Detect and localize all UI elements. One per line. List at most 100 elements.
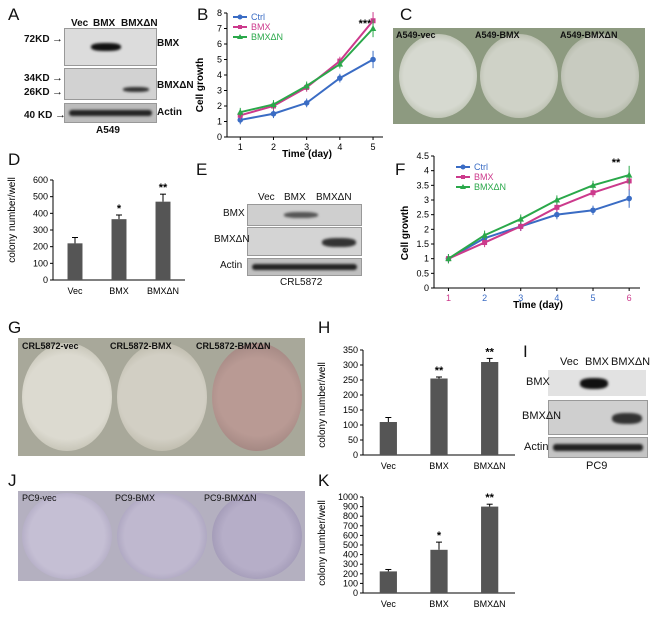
x-tick-label: BMX <box>429 599 449 609</box>
y-tick-label: 100 <box>33 258 48 268</box>
panel-label-h: H <box>318 318 331 337</box>
y-tick-label: 0 <box>353 450 358 460</box>
blot-e-actin-strip <box>247 258 362 276</box>
blot-i-bmx-strip <box>548 370 646 396</box>
blot-i-row-bmxdn: BMXΔN <box>522 410 562 422</box>
bar <box>430 378 448 455</box>
arrow-right-icon: → <box>52 33 63 45</box>
plate-j-label-bmx: PC9-BMX <box>115 493 156 503</box>
panel-label-j: J <box>8 471 17 490</box>
chart-b-ylabel: Cell growth <box>195 58 206 112</box>
bar <box>481 506 499 593</box>
plate-j-label-bmxdn: PC9-BMXΔN <box>204 493 257 503</box>
significance-label: ** <box>159 182 168 194</box>
x-tick-label: 4 <box>554 293 559 303</box>
panel-label-e: E <box>196 160 208 179</box>
x-tick-label: BMX <box>429 461 449 471</box>
arrow-right-icon: → <box>55 109 66 121</box>
plate-c-bmx <box>480 34 558 118</box>
y-tick-label: 400 <box>33 208 48 218</box>
y-tick-label: 4 <box>217 70 222 80</box>
significance-label: * <box>437 530 442 542</box>
chart-b-legend: Ctrl BMX BMXΔN <box>233 12 283 42</box>
x-tick-label: 5 <box>371 142 376 152</box>
x-tick-label: 5 <box>591 293 596 303</box>
plates-c <box>393 28 645 124</box>
plate-c-label-vec: A549-vec <box>396 30 436 40</box>
x-tick-label: Vec <box>381 599 397 609</box>
plate-g-bmxdn <box>212 343 302 451</box>
blot-a-row-actin: Actin <box>157 107 182 118</box>
y-tick-label: 200 <box>343 569 358 579</box>
series-line-0 <box>447 197 630 260</box>
y-tick-label: 3.5 <box>416 180 429 190</box>
significance-label: ** <box>485 492 494 504</box>
x-tick-label: 1 <box>238 142 243 152</box>
chart-f-ylabel: Cell growth <box>400 206 411 260</box>
y-tick-label: 900 <box>343 502 358 512</box>
y-tick-label: 0.5 <box>416 268 429 278</box>
y-tick-label: 6 <box>217 39 222 49</box>
chart-b-legend-bmx: BMX <box>251 22 271 32</box>
y-tick-label: 4.5 <box>416 151 429 161</box>
blot-i-row-actin: Actin <box>524 441 549 453</box>
chart-f-xlabel: Time (day) <box>513 300 563 311</box>
plate-c-bmxdn <box>561 34 639 118</box>
blot-i-cell-line: PC9 <box>586 460 608 472</box>
y-tick-label: 300 <box>343 559 358 569</box>
chart-f-legend-bmxdn: BMXΔN <box>474 182 506 192</box>
panel-label-d: D <box>8 150 21 169</box>
x-tick-label: 6 <box>627 293 632 303</box>
y-tick-label: 100 <box>343 578 358 588</box>
blot-e-row-bmx: BMX <box>223 208 245 219</box>
panel-label-f: F <box>395 160 406 179</box>
x-tick-label: 2 <box>271 142 276 152</box>
y-tick-label: 600 <box>33 175 48 185</box>
significance-label: * <box>117 203 122 215</box>
plates-j <box>18 491 305 581</box>
blot-a-marker-72: 72KD <box>24 34 50 45</box>
chart-f-legend-ctrl: Ctrl <box>474 162 488 172</box>
x-tick-label: Vec <box>381 461 397 471</box>
x-tick-label: 2 <box>482 293 487 303</box>
y-tick-label: 3 <box>424 195 429 205</box>
chart-h: colony number/well 0 50 100 150 200 250 300 350… <box>317 345 515 471</box>
y-tick-label: 2 <box>424 224 429 234</box>
plate-g-vec <box>22 343 112 451</box>
plate-c-label-bmx: A549-BMX <box>475 30 520 40</box>
blot-e-lane-bmx: BMX <box>284 192 306 203</box>
y-tick-label: 1 <box>217 117 222 127</box>
y-tick-label: 3 <box>217 86 222 96</box>
blot-a-marker-26: 26KD <box>24 87 50 98</box>
chart-d-ylabel: colony number/well <box>7 177 18 263</box>
blot-e-row-bmxdn: BMXΔN <box>214 234 250 245</box>
plates-g <box>18 338 305 456</box>
panel-label-c: C <box>400 5 413 24</box>
y-tick-label: 300 <box>343 360 358 370</box>
blot-a-lane-bmx: BMX <box>93 18 116 29</box>
chart-b-legend-bmxdn: BMXΔN <box>251 32 283 42</box>
blot-a-bmxdn-strip <box>64 68 157 100</box>
blot-e-cell-line: CRL5872 <box>280 277 323 288</box>
panel-label-b: B <box>197 5 209 24</box>
y-tick-label: 100 <box>343 420 358 430</box>
x-tick-label: BMXΔN <box>147 286 179 296</box>
blot-e-bmx-strip <box>247 204 362 226</box>
blot-a-actin-strip <box>64 103 157 123</box>
chart-f-annotation: ** <box>612 157 621 169</box>
bar <box>111 219 127 280</box>
chart-d: colony number/well 0 100 200 300 400 500 600 Ve… <box>7 175 185 296</box>
y-tick-label: 500 <box>33 192 48 202</box>
y-tick-label: 2.5 <box>416 210 429 220</box>
plate-j-vec <box>22 493 112 579</box>
x-tick-label: BMX <box>109 286 129 296</box>
x-tick-label: 3 <box>304 142 309 152</box>
panel-label-g: G <box>8 318 22 337</box>
plate-g-label-bmxdn: CRL5872-BMXΔN <box>196 341 271 351</box>
blot-e-bmxdn-strip <box>247 227 362 256</box>
y-tick-label: 350 <box>343 345 358 355</box>
arrow-right-icon: → <box>52 86 63 98</box>
y-tick-label: 4 <box>424 166 429 176</box>
blot-e-row-actin: Actin <box>220 260 243 271</box>
